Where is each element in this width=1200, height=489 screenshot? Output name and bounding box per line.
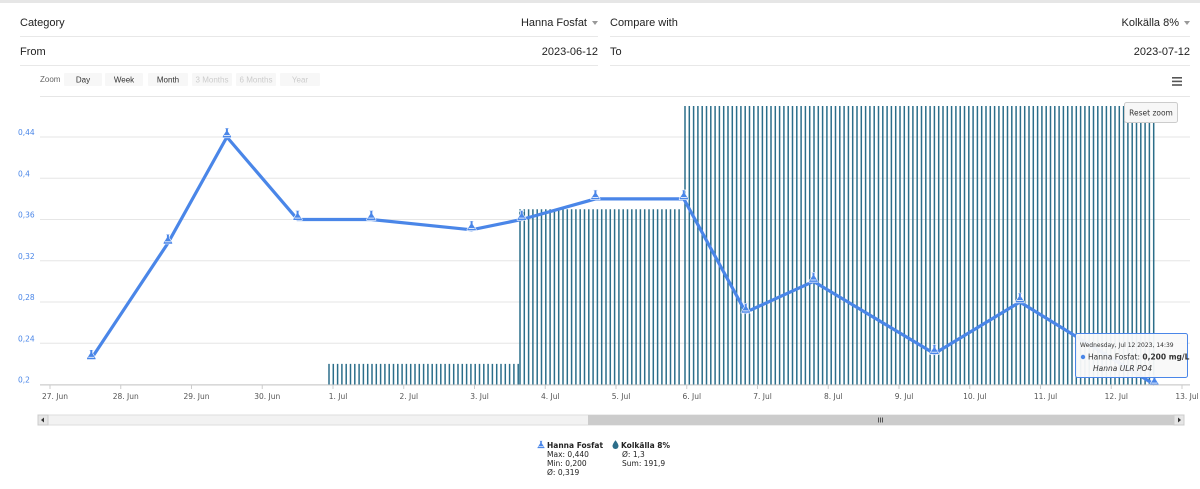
y-tick-label: 0,2 <box>18 376 30 385</box>
legend-stat: Min: 0,200 <box>547 459 587 468</box>
category-value: Hanna Fosfat <box>520 17 587 29</box>
legend-stat: Ø: 1,3 <box>622 450 645 459</box>
tooltip-series-dot <box>1080 354 1086 360</box>
zoom-button-3-months[interactable]: 3 Months <box>192 73 232 86</box>
y-tick-label: 0,36 <box>18 211 35 220</box>
tooltip: Wednesday, Jul 12 2023, 14:39 Hanna Fosf… <box>1075 333 1190 378</box>
x-tick-label: 2. Jul <box>399 392 418 401</box>
chevron-down-icon <box>592 21 598 25</box>
x-tick-label: 9. Jul <box>895 392 914 401</box>
legend-item-hanna-fosfat[interactable]: Hanna Fosfat Max: 0,440 Min: 0,200 Ø: 0,… <box>537 440 603 477</box>
x-tick-label: 30. Jun <box>254 392 280 401</box>
reset-zoom-label: Reset zoom <box>1129 109 1173 118</box>
zoom-button-week[interactable]: Week <box>105 73 143 86</box>
data-point[interactable] <box>366 210 377 221</box>
compare-label: Compare with <box>610 17 678 29</box>
y-tick-label: 0,32 <box>18 252 35 261</box>
zoom-button-day[interactable]: Day <box>64 73 102 86</box>
svg-text:3 Months: 3 Months <box>196 76 229 85</box>
data-point[interactable] <box>466 220 477 232</box>
droplet-icon <box>612 440 619 449</box>
zoom-button-6-months[interactable]: 6 Months <box>236 73 276 86</box>
x-tick-label: 28. Jun <box>113 392 139 401</box>
tooltip-series-name: Hanna Fosfat: 0,200 mg/L <box>1088 353 1190 362</box>
x-tick-label: 6. Jul <box>682 392 701 401</box>
x-tick-label: 5. Jul <box>612 392 631 401</box>
svg-text:6 Months: 6 Months <box>240 76 273 85</box>
scrollbar-thumb[interactable] <box>588 415 1184 425</box>
reset-zoom-button[interactable]: Reset zoom <box>1124 102 1178 123</box>
x-tick-label: 4. Jul <box>541 392 560 401</box>
x-tick-label: 7. Jul <box>753 392 772 401</box>
tooltip-subtitle: Hanna ULR PO4 <box>1093 364 1152 373</box>
zoom-button-year[interactable]: Year <box>280 73 320 86</box>
legend-name: Hanna Fosfat <box>547 441 604 450</box>
x-tick-label: 1. Jul <box>329 392 348 401</box>
grip-icon <box>878 417 883 423</box>
category-select[interactable]: Hanna Fosfat <box>521 17 598 29</box>
series-line-hanna-fosfat <box>89 134 1156 386</box>
x-tick-label: 27. Jun <box>42 392 68 401</box>
chevron-down-icon <box>1184 21 1190 25</box>
zoom-bar: Zoom Day Week Month 3 Months 6 Months Year <box>40 73 320 86</box>
chart[interactable]: Zoom Day Week Month 3 Months 6 Months Year 0,… <box>0 68 1200 436</box>
to-date-input[interactable]: 2023-07-12 <box>1133 46 1190 58</box>
y-tick-label: 0,44 <box>18 128 35 137</box>
compare-row: Compare with Kolkälla 8% <box>610 10 1190 37</box>
legend-stat: Sum: 191,9 <box>622 459 666 468</box>
x-tick-label: 29. Jun <box>183 392 209 401</box>
x-tick-label: 12. Jul <box>1105 392 1128 401</box>
x-tick-label: 3. Jul <box>470 392 489 401</box>
svg-text:Month: Month <box>157 76 179 85</box>
legend-stat: Max: 0,440 <box>547 450 589 459</box>
menu-icon[interactable] <box>1172 77 1182 86</box>
svg-text:Year: Year <box>292 76 309 85</box>
top-divider <box>0 0 1200 3</box>
zoom-label: Zoom <box>40 75 61 84</box>
to-row: To 2023-07-12 <box>610 39 1190 66</box>
x-tick-label: 11. Jul <box>1034 392 1057 401</box>
category-label: Category <box>20 17 65 29</box>
to-label: To <box>610 46 622 58</box>
svg-text:Day: Day <box>76 76 90 85</box>
from-date-input[interactable]: 2023-06-12 <box>541 46 598 58</box>
arrow-left-icon <box>41 417 44 423</box>
from-label: From <box>20 46 46 58</box>
navigator-scrollbar[interactable] <box>37 414 1185 426</box>
data-point[interactable] <box>929 344 940 355</box>
x-tick-label: 8. Jul <box>824 392 843 401</box>
data-point[interactable] <box>590 189 601 201</box>
category-row: Category Hanna Fosfat <box>20 10 598 37</box>
svg-text:Week: Week <box>114 76 135 85</box>
zoom-button-month[interactable]: Month <box>148 73 188 86</box>
compare-value: Kolkälla 8% <box>1121 17 1179 29</box>
x-tick-label: 10. Jul <box>963 392 986 401</box>
y-tick-label: 0,28 <box>18 293 35 302</box>
from-row: From 2023-06-12 <box>20 39 598 66</box>
y-tick-label: 0,4 <box>18 169 30 178</box>
arrow-right-icon <box>1178 417 1181 423</box>
tooltip-date: Wednesday, Jul 12 2023, 14:39 <box>1080 342 1174 349</box>
flask-icon <box>537 440 545 449</box>
compare-select[interactable]: Kolkälla 8% <box>1122 17 1190 29</box>
x-tick-label: 13. Jul <box>1175 392 1198 401</box>
legend-name: Kolkälla 8% <box>621 441 670 450</box>
y-tick-label: 0,24 <box>18 334 35 343</box>
legend-stat: Ø: 0,319 <box>547 468 580 477</box>
data-point[interactable] <box>678 189 689 201</box>
data-point[interactable] <box>221 127 232 139</box>
legend-item-kolkalla[interactable]: Kolkälla 8% Ø: 1,3 Sum: 191,9 <box>612 440 670 468</box>
